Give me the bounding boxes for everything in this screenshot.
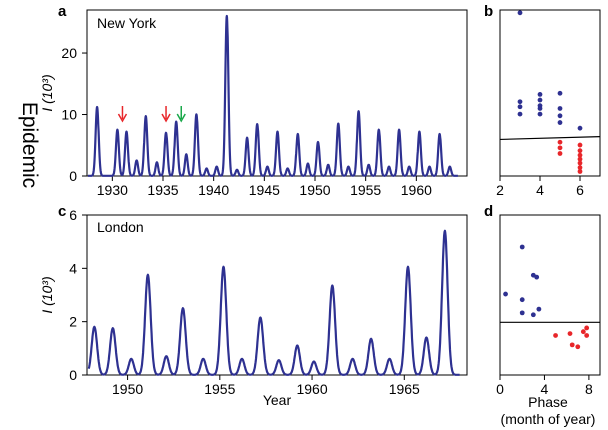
panel-b-point-epidemic [537,106,543,111]
panel-a-xtick-label: 1930 [97,182,128,198]
panel-c-ytick-label: 4 [69,260,77,276]
panel-a-ytick-label: 10 [61,107,77,123]
panel-c-ytick-label: 0 [69,367,77,383]
panel-b-xtick-label: 2 [496,182,504,198]
panel-b-point-epidemic [537,97,543,103]
panel-d-point-epidemic [519,244,525,250]
panel-letter-b: b [484,3,493,20]
panel-b-point-epidemic [517,10,523,16]
annotation-new-york: New York [97,15,157,31]
panel-d-xtick-label: 4 [541,381,549,397]
panel-d-point-non-epidemic [553,333,558,338]
panel-b-point-non-epidemic [557,139,563,145]
panel-d-point-epidemic [503,291,508,297]
panel-a-frame [86,9,468,177]
panel-b-point-non-epidemic [577,152,583,158]
panel-c-xtick-label: 1950 [112,381,143,397]
panel-b-point-epidemic [517,104,523,110]
panel-a-xtick-label: 1950 [299,182,330,198]
panel-b-point-epidemic [517,99,523,105]
panel-d-point-non-epidemic [569,342,575,348]
panel-b-point-non-epidemic [577,156,583,162]
panel-c-series-line [87,229,461,376]
panel-c-ytick-label: 2 [69,314,77,330]
panel-d-point-epidemic [519,297,525,303]
panel-b-point-epidemic [537,111,543,117]
panel-d-point-epidemic [530,312,536,318]
panel-c-ylabel: I (10³) [39,276,55,313]
panel-d-frame [499,214,601,376]
panel-d-point-non-epidemic [584,325,590,331]
panel-c-ytick-label: 6 [69,207,77,223]
panel-c-xtick-label: 1955 [204,381,235,397]
panel-b-point-non-epidemic [577,169,583,174]
panel-c-xtick-label: 1965 [389,381,420,397]
panel-b-point-non-epidemic [577,148,583,154]
panel-b-point-non-epidemic [577,165,583,170]
panel-c-xlabel: Year [263,392,292,408]
panel-a-arrowhead-red [161,113,171,123]
panel-b-xtick-label: 4 [536,182,544,198]
panel-b-point-epidemic [517,111,523,117]
panel-b-point-epidemic [557,120,563,125]
panel-c-xtick-label: 1960 [296,381,327,397]
panel-b-frame [499,9,601,177]
panel-b-point-epidemic [557,106,563,111]
panel-d-point-non-epidemic [575,344,581,350]
panel-b-point-epidemic [577,125,583,131]
panel-b-point-epidemic [557,90,563,96]
panel-b-xtick-label: 6 [576,182,584,198]
panel-letter-d: d [484,203,493,220]
panel-b-point-non-epidemic [557,145,563,151]
panel-d-point-epidemic [519,310,525,316]
panel-a-xtick-label: 1960 [401,182,432,198]
panel-b-point-epidemic [537,92,543,97]
panel-d-xtick-label: 8 [585,381,593,397]
panel-b-point-epidemic [557,113,563,119]
panel-a-series-line [87,14,459,177]
panel-a-xtick-label: 1935 [147,182,178,198]
annotation-london: London [97,219,144,235]
panel-d-xlabel-line2: (month of year) [501,411,596,427]
panel-d-point-non-epidemic [567,331,573,336]
panel-d-point-epidemic [534,274,540,280]
panel-a-arrowhead-green [176,113,186,123]
panel-b-point-non-epidemic [577,160,583,166]
panel-a-ytick-label: 0 [69,168,77,184]
panel-b-point-non-epidemic [557,151,563,156]
panel-d-xlabel-line1: Phase [528,394,568,410]
panel-a-ylabel: I (10³) [39,74,55,111]
panel-letter-c: c [58,203,66,220]
panel-d-xtick-label: 0 [496,381,504,397]
side-label: Epidemic [18,102,41,188]
panel-d-point-epidemic [536,306,542,312]
panel-a-arrowhead-red [117,113,128,123]
panel-a-xtick-label: 1955 [350,182,381,198]
panel-a-xtick-label: 1945 [249,182,280,198]
panel-d-point-non-epidemic [584,333,590,338]
panel-a-xtick-label: 1940 [198,182,229,198]
panel-letter-a: a [58,3,67,20]
panel-a-ytick-label: 20 [61,45,77,61]
panel-d-point-non-epidemic [580,329,586,335]
panel-b-point-non-epidemic [577,142,583,148]
panel-b-threshold-line [499,136,601,141]
panel-c-frame [86,214,468,376]
